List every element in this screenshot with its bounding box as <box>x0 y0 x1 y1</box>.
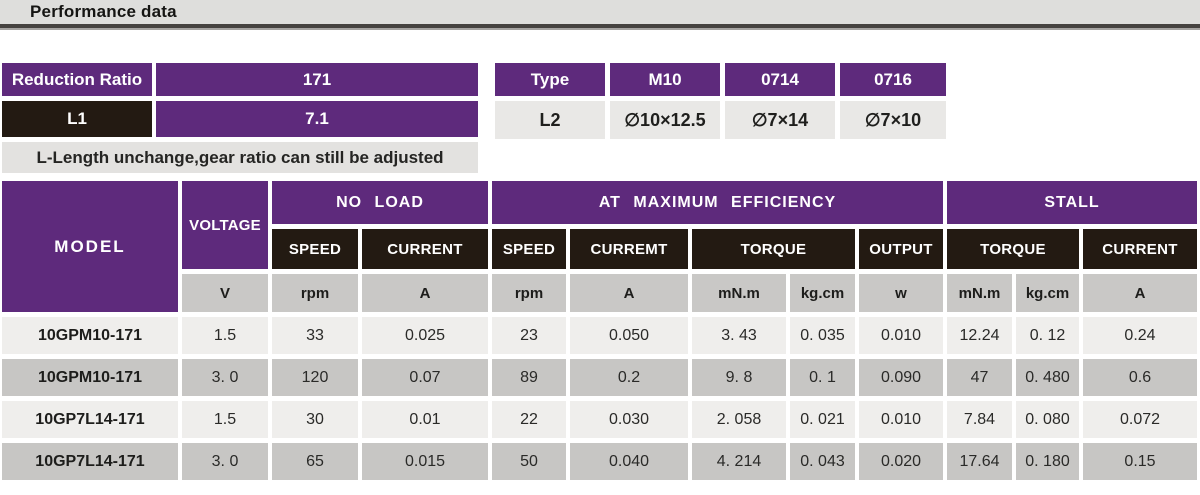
table-cell: 0. 480 <box>1016 359 1079 396</box>
unit-maxeff-torque-mnm: mN.m <box>692 274 786 312</box>
table-cell: 9. 8 <box>692 359 786 396</box>
table-cell: 0. 021 <box>790 401 855 438</box>
table-cell: 0.020 <box>859 443 943 480</box>
table-cell: 3. 0 <box>182 443 268 480</box>
header-divider <box>0 28 1200 30</box>
unit-output: w <box>859 274 943 312</box>
type-header: Type <box>495 63 605 96</box>
table-cell: 0.025 <box>362 317 488 354</box>
stall-torque-header: TORQUE <box>947 229 1079 269</box>
type-table: Type M10 0714 0716 L2 ∅10×12.5 ∅7×14 ∅7×… <box>495 63 946 139</box>
unit-voltage: V <box>182 274 268 312</box>
group-stall: STALL <box>947 181 1197 224</box>
unit-noload-speed: rpm <box>272 274 358 312</box>
table-row-model: 10GP7L14-171 <box>2 401 178 438</box>
table-cell: 1.5 <box>182 401 268 438</box>
table-cell: 0.2 <box>570 359 688 396</box>
table-cell: 12.24 <box>947 317 1012 354</box>
unit-maxeff-torque-kgcm: kg.cm <box>790 274 855 312</box>
noload-speed-header: SPEED <box>272 229 358 269</box>
stall-current-header: CURRENT <box>1083 229 1197 269</box>
type-0714: 0714 <box>725 63 835 96</box>
noload-current-header: CURRENT <box>362 229 488 269</box>
page-title: Performance data <box>30 2 177 21</box>
l2-m10: ∅10×12.5 <box>610 101 720 139</box>
performance-table: MODEL VOLTAGE NO LOAD AT MAXIMUM EFFICIE… <box>2 181 1200 480</box>
model-header: MODEL <box>2 181 178 312</box>
table-row-model: 10GPM10-171 <box>2 317 178 354</box>
table-cell: 0.030 <box>570 401 688 438</box>
table-cell: 47 <box>947 359 1012 396</box>
table-cell: 1.5 <box>182 317 268 354</box>
page-header: Performance data <box>0 0 1200 28</box>
table-cell: 0.090 <box>859 359 943 396</box>
table-cell: 0. 080 <box>1016 401 1079 438</box>
unit-stall-torque-mnm: mN.m <box>947 274 1012 312</box>
table-cell: 0.040 <box>570 443 688 480</box>
table-cell: 120 <box>272 359 358 396</box>
l2-0714: ∅7×14 <box>725 101 835 139</box>
l1-value: 7.1 <box>156 101 478 137</box>
table-cell: 0.010 <box>859 317 943 354</box>
reduction-ratio-value: 171 <box>156 63 478 96</box>
table-cell: 23 <box>492 317 566 354</box>
type-m10: M10 <box>610 63 720 96</box>
table-cell: 3. 0 <box>182 359 268 396</box>
table-cell: 17.64 <box>947 443 1012 480</box>
table-cell: 65 <box>272 443 358 480</box>
maxeff-speed-header: SPEED <box>492 229 566 269</box>
maxeff-torque-header: TORQUE <box>692 229 855 269</box>
table-cell: 0. 12 <box>1016 317 1079 354</box>
unit-maxeff-current: A <box>570 274 688 312</box>
table-cell: 0.072 <box>1083 401 1197 438</box>
reduction-ratio-label: Reduction Ratio <box>2 63 152 96</box>
l1-label: L1 <box>2 101 152 137</box>
group-max-efficiency: AT MAXIMUM EFFICIENCY <box>492 181 943 224</box>
table-cell: 4. 214 <box>692 443 786 480</box>
table-cell: 0. 043 <box>790 443 855 480</box>
unit-stall-current: A <box>1083 274 1197 312</box>
type-0716: 0716 <box>840 63 946 96</box>
table-row-model: 10GPM10-171 <box>2 359 178 396</box>
reduction-ratio-table: Reduction Ratio 171 L1 7.1 L-Length unch… <box>2 63 478 173</box>
table-cell: 0.07 <box>362 359 488 396</box>
unit-noload-current: A <box>362 274 488 312</box>
l2-label: L2 <box>495 101 605 139</box>
maxeff-current-header: CURREMT <box>570 229 688 269</box>
voltage-header: VOLTAGE <box>182 181 268 269</box>
table-cell: 30 <box>272 401 358 438</box>
table-cell: 2. 058 <box>692 401 786 438</box>
table-cell: 89 <box>492 359 566 396</box>
table-cell: 0.010 <box>859 401 943 438</box>
unit-stall-torque-kgcm: kg.cm <box>1016 274 1079 312</box>
table-cell: 0. 1 <box>790 359 855 396</box>
output-header: OUTPUT <box>859 229 943 269</box>
table-row-model: 10GP7L14-171 <box>2 443 178 480</box>
table-cell: 0. 180 <box>1016 443 1079 480</box>
table-cell: 0.015 <box>362 443 488 480</box>
table-cell: 0.050 <box>570 317 688 354</box>
table-cell: 0.6 <box>1083 359 1197 396</box>
unit-maxeff-speed: rpm <box>492 274 566 312</box>
length-note: L-Length unchange,gear ratio can still b… <box>2 142 478 173</box>
table-cell: 33 <box>272 317 358 354</box>
table-cell: 50 <box>492 443 566 480</box>
group-no-load: NO LOAD <box>272 181 488 224</box>
l2-0716: ∅7×10 <box>840 101 946 139</box>
reduction-ratio-grid: Reduction Ratio 171 L1 7.1 <box>2 63 478 137</box>
table-cell: 0.15 <box>1083 443 1197 480</box>
table-cell: 22 <box>492 401 566 438</box>
table-cell: 7.84 <box>947 401 1012 438</box>
table-cell: 0. 035 <box>790 317 855 354</box>
table-cell: 0.01 <box>362 401 488 438</box>
table-cell: 0.24 <box>1083 317 1197 354</box>
top-tables: Reduction Ratio 171 L1 7.1 L-Length unch… <box>2 63 1200 173</box>
table-cell: 3. 43 <box>692 317 786 354</box>
